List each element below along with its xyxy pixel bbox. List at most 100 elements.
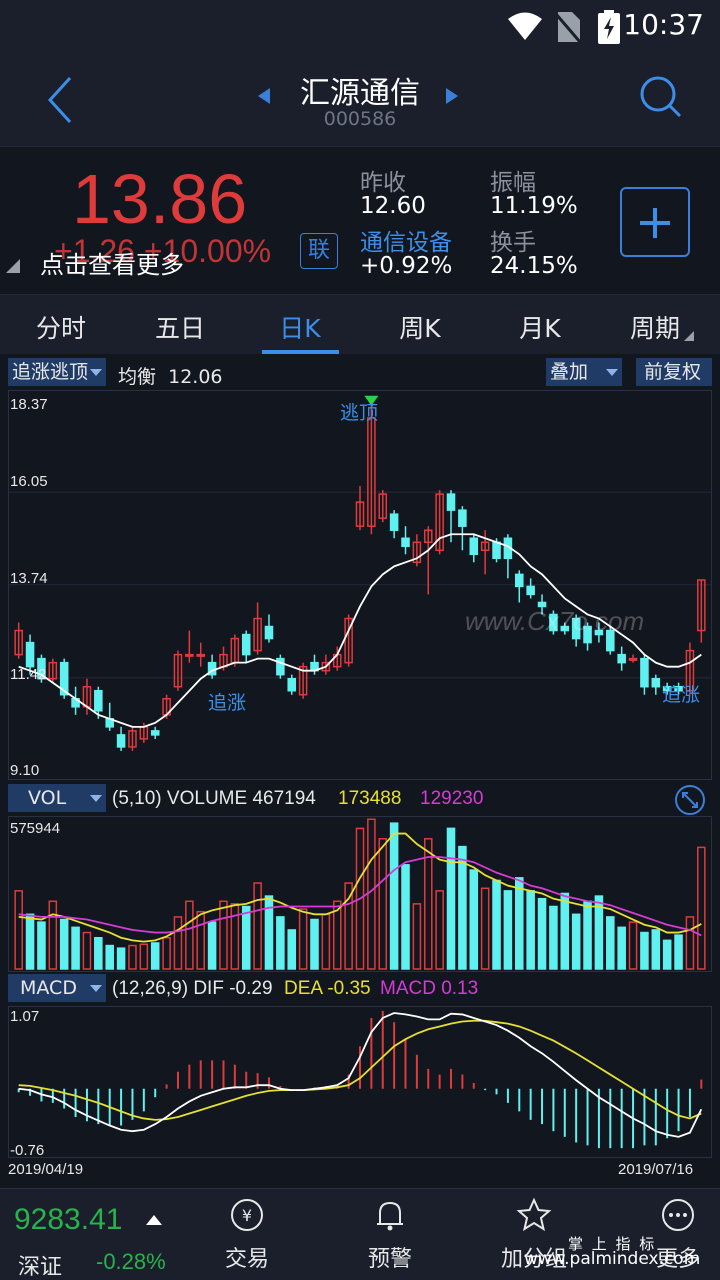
volume-chart[interactable] bbox=[9, 817, 711, 971]
candle-body bbox=[492, 541, 501, 560]
index-name: 深证 bbox=[18, 1255, 63, 1280]
volume-bar bbox=[14, 890, 23, 970]
volume-bar bbox=[82, 931, 92, 970]
volume-bar bbox=[401, 864, 410, 970]
kline-chart-panel[interactable] bbox=[8, 390, 712, 780]
period-tabs: 分时 五日 日K 周K 月K 周期 bbox=[0, 294, 720, 354]
candle-body bbox=[560, 625, 570, 632]
dea-label: DEA bbox=[284, 978, 323, 999]
macd-chart[interactable] bbox=[9, 1007, 711, 1157]
tab-intraday[interactable]: 分时 bbox=[35, 314, 86, 343]
stock-code: 000586 bbox=[323, 108, 397, 130]
nav-add-group[interactable]: 加分组 bbox=[484, 1197, 584, 1273]
volume-bar bbox=[435, 890, 444, 970]
indicator-dropdown[interactable]: 追涨逃顶 bbox=[8, 358, 106, 386]
candle-body bbox=[628, 657, 638, 661]
link-button[interactable]: 联 bbox=[300, 233, 338, 269]
tab-daily-k[interactable]: 日K bbox=[279, 314, 321, 343]
volume-bar bbox=[446, 827, 456, 970]
price-change: +1.26 +10.00% bbox=[54, 233, 271, 270]
balance-line bbox=[18, 533, 702, 728]
macd-dropdown[interactable]: MACD bbox=[8, 974, 106, 1002]
macd-toolbar: MACD (12,26,9) DIF -0.29 DEA -0.35 MACD … bbox=[0, 974, 720, 1004]
tab-five-day[interactable]: 五日 bbox=[154, 314, 205, 343]
macd-chart-panel[interactable] bbox=[8, 1006, 712, 1158]
volume-bar bbox=[196, 910, 205, 970]
macd-axis-max: 1.07 bbox=[10, 1008, 40, 1025]
volume-bar bbox=[503, 890, 513, 970]
watermark-url: www.palmindex.com bbox=[524, 1249, 701, 1269]
sector-link[interactable]: 通信设备 bbox=[360, 230, 452, 256]
tab-weekly-k[interactable]: 周K bbox=[399, 314, 441, 343]
kline-chart[interactable] bbox=[9, 391, 711, 779]
volume-bar bbox=[94, 936, 103, 970]
view-more-tip[interactable]: 点击查看更多 bbox=[40, 251, 184, 279]
volume-bar bbox=[48, 900, 58, 970]
adjust-button[interactable]: 前复权 bbox=[636, 358, 712, 386]
candle-body bbox=[196, 653, 205, 657]
prev-close-label: 昨收 bbox=[360, 170, 406, 196]
nav-trade[interactable]: ¥ 交易 bbox=[197, 1197, 297, 1273]
candle-body bbox=[355, 501, 365, 527]
candle-body bbox=[287, 677, 297, 692]
next-stock-icon[interactable] bbox=[446, 88, 458, 104]
add-watchlist-button[interactable] bbox=[620, 187, 690, 257]
stock-name: 汇源通信 bbox=[300, 76, 420, 111]
volume-bar bbox=[617, 926, 626, 970]
candle-body bbox=[571, 617, 581, 640]
volume-bar bbox=[480, 887, 490, 970]
vol-param-text: (5,10) bbox=[112, 788, 162, 809]
nav-alert[interactable]: 预警 bbox=[340, 1197, 440, 1273]
prev-close-value: 12.60 bbox=[360, 193, 426, 219]
candle-body bbox=[685, 649, 695, 692]
vol-dropdown[interactable]: VOL bbox=[8, 784, 106, 812]
volume-bar bbox=[321, 913, 331, 970]
active-tab-indicator bbox=[262, 350, 339, 354]
volume-bar bbox=[367, 818, 376, 970]
volume-bar bbox=[651, 929, 661, 970]
candle-body bbox=[617, 653, 626, 664]
candle-body bbox=[59, 661, 69, 696]
candle-body bbox=[389, 513, 399, 531]
expand-icon[interactable] bbox=[674, 784, 706, 816]
volume-bar bbox=[640, 931, 649, 970]
macd-value: 0.13 bbox=[441, 978, 479, 999]
index-expand-icon[interactable] bbox=[146, 1215, 162, 1225]
tab-period[interactable]: 周期 bbox=[629, 314, 680, 343]
tab-monthly-k[interactable]: 月K bbox=[519, 314, 561, 343]
candle-body bbox=[469, 537, 479, 556]
vol-volume: 467194 bbox=[252, 788, 316, 809]
candle-body bbox=[594, 629, 604, 636]
prev-stock-icon[interactable] bbox=[258, 88, 270, 104]
candle-body bbox=[537, 601, 547, 608]
volume-bar bbox=[185, 900, 194, 970]
index-value[interactable]: 9283.41 bbox=[14, 1203, 123, 1236]
candle-body bbox=[674, 685, 683, 692]
volume-bar bbox=[264, 895, 274, 970]
nav-add-group-label: 加分组 bbox=[500, 1247, 567, 1272]
macd-info: MACD 0.13 bbox=[380, 978, 478, 1000]
candle-body bbox=[435, 493, 444, 552]
candle-body bbox=[697, 579, 706, 632]
price-axis-tick: 16.05 bbox=[10, 473, 48, 490]
app-header: 汇源通信 000586 bbox=[0, 52, 720, 146]
candle-body bbox=[458, 509, 467, 527]
search-icon[interactable] bbox=[638, 74, 684, 120]
expand-corner-icon[interactable] bbox=[6, 259, 20, 273]
volume-bar bbox=[378, 838, 388, 970]
overlay-dropdown[interactable]: 叠加 bbox=[546, 358, 622, 386]
volume-bar bbox=[230, 903, 240, 970]
candle-body bbox=[662, 685, 672, 692]
nav-more[interactable]: 更多 bbox=[628, 1197, 720, 1273]
volume-bar bbox=[25, 913, 35, 970]
volume-bar bbox=[207, 921, 217, 970]
chevron-down-icon bbox=[90, 985, 102, 992]
date-end: 2019/07/16 bbox=[618, 1161, 694, 1178]
volume-bar bbox=[105, 944, 114, 970]
chase-signal-label: 追涨 bbox=[662, 685, 701, 706]
vol-volume-label: VOLUME bbox=[166, 788, 248, 809]
status-time: 10:37 bbox=[623, 8, 704, 41]
back-icon[interactable] bbox=[40, 70, 80, 130]
candle-body bbox=[128, 730, 137, 748]
volume-chart-panel[interactable] bbox=[8, 816, 712, 972]
